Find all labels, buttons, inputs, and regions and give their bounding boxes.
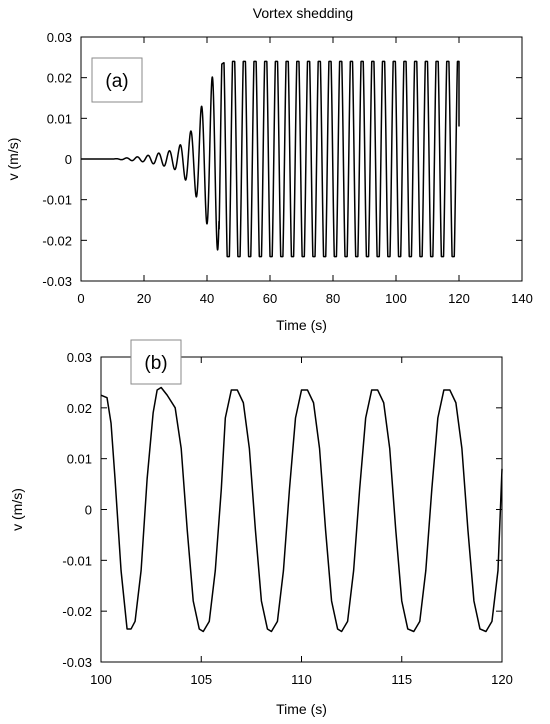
y-axis-label: v (m/s) <box>5 138 21 181</box>
x-axis-label: Time (s) <box>276 317 327 333</box>
y-tick-label: 0.01 <box>47 111 72 126</box>
x-tick-label: 110 <box>291 672 312 687</box>
panel-label-box <box>130 339 182 385</box>
y-tick-label: -0.01 <box>42 193 72 208</box>
y-tick-label: -0.02 <box>42 233 72 248</box>
panel-b: 100 105 110 115 120 -0.03 -0.02 -0.01 0 0.01 0.02 0… <box>9 339 513 717</box>
y-tick-label: 0.03 <box>67 350 92 365</box>
x-tick-label: 140 <box>511 291 533 306</box>
y-tick-label: -0.03 <box>62 655 92 670</box>
x-tick-label: 80 <box>326 291 340 306</box>
panel-a: 0 20 40 60 80 100 120 140 -0.03 -0.02 -0.01 0 0.01 0.… <box>5 30 533 333</box>
x-axis-label: Time (s) <box>276 701 327 717</box>
x-tick-label: 105 <box>190 672 212 687</box>
y-tick-label: 0 <box>85 503 92 518</box>
x-tick-label: 0 <box>77 291 84 306</box>
y-axis-label: v (m/s) <box>9 488 25 531</box>
series-line <box>100 386 503 633</box>
x-tick-label: 100 <box>90 672 112 687</box>
panel-label: (a) <box>105 71 128 92</box>
panel-label: (b) <box>144 353 167 374</box>
y-tick-label: 0.02 <box>67 401 92 416</box>
x-tick-label: 40 <box>200 291 214 306</box>
x-tick-label: 60 <box>263 291 277 306</box>
y-tick-label: 0.03 <box>47 30 72 45</box>
y-tick-label: 0.01 <box>67 452 92 467</box>
x-tick-label: 120 <box>448 291 470 306</box>
y-tick-label: -0.01 <box>62 553 92 568</box>
y-tick-label: -0.02 <box>62 604 92 619</box>
x-tick-label: 100 <box>385 291 407 306</box>
y-tick-label: 0 <box>65 152 72 167</box>
panel-label-box <box>91 57 143 103</box>
y-tick-label: 0.02 <box>47 71 72 86</box>
x-tick-label: 20 <box>137 291 151 306</box>
x-tick-label: 115 <box>391 672 412 687</box>
figure-title: Vortex shedding <box>253 5 353 21</box>
y-tick-label: -0.03 <box>42 274 72 289</box>
x-tick-label: 120 <box>491 672 513 687</box>
series-line <box>80 60 460 258</box>
